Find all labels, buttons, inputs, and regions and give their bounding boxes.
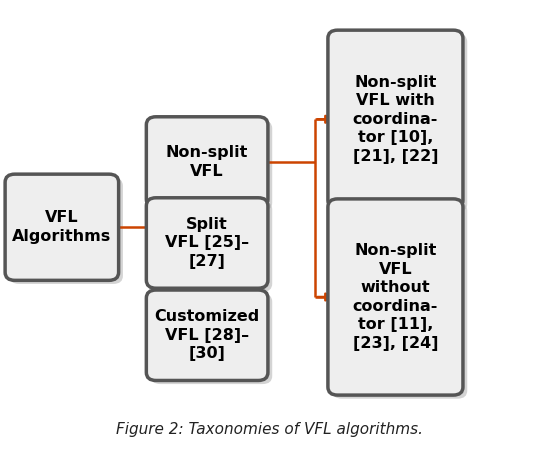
Text: Figure 2: Taxonomies of VFL algorithms.: Figure 2: Taxonomies of VFL algorithms. <box>116 422 422 437</box>
Text: Non-split
VFL: Non-split VFL <box>166 145 249 179</box>
FancyBboxPatch shape <box>332 34 467 212</box>
FancyBboxPatch shape <box>328 199 463 395</box>
FancyBboxPatch shape <box>146 198 268 288</box>
FancyBboxPatch shape <box>146 117 268 207</box>
FancyBboxPatch shape <box>151 121 272 211</box>
Text: Customized
VFL [28]–
[30]: Customized VFL [28]– [30] <box>154 309 260 361</box>
FancyBboxPatch shape <box>10 178 123 284</box>
FancyBboxPatch shape <box>5 174 118 280</box>
Text: Non-split
VFL with
coordina-
tor [10],
[21], [22]: Non-split VFL with coordina- tor [10], [… <box>353 75 438 164</box>
FancyBboxPatch shape <box>146 290 268 380</box>
FancyBboxPatch shape <box>151 294 272 384</box>
Text: Split
VFL [25]–
[27]: Split VFL [25]– [27] <box>165 217 249 269</box>
Text: Non-split
VFL
without
coordina-
tor [11],
[23], [24]: Non-split VFL without coordina- tor [11]… <box>353 243 438 351</box>
FancyBboxPatch shape <box>328 30 463 208</box>
FancyBboxPatch shape <box>151 202 272 292</box>
FancyBboxPatch shape <box>332 202 467 399</box>
Text: VFL
Algorithms: VFL Algorithms <box>12 211 111 244</box>
